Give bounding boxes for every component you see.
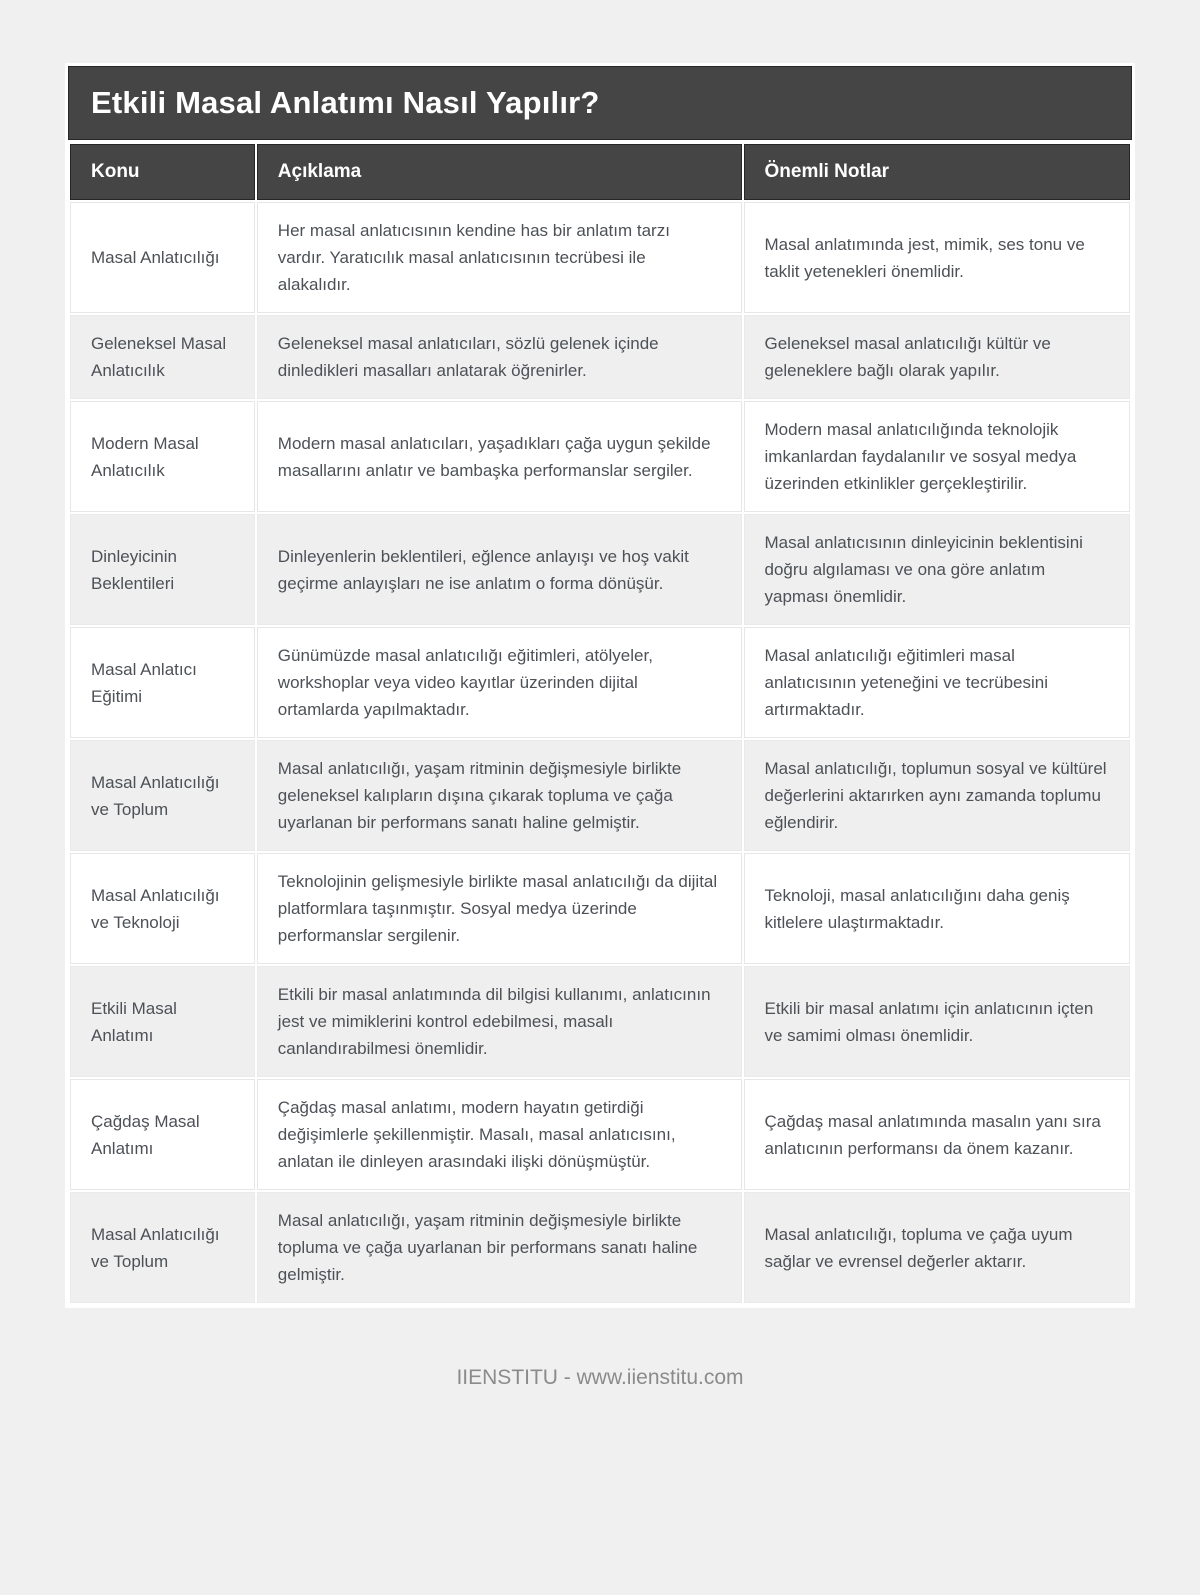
column-header-konu: Konu [70,144,255,200]
cell-notlar: Teknoloji, masal anlatıcılığını daha gen… [743,853,1130,964]
cell-aciklama: Dinleyenlerin beklentileri, eğlence anla… [256,514,742,625]
table-row: Dinleyicinin Beklentileri Dinleyenlerin … [70,514,1130,625]
table-row: Masal Anlatıcılığı ve Toplum Masal anlat… [70,1192,1130,1303]
cell-notlar: Çağdaş masal anlatımında masalın yanı sı… [743,1079,1130,1190]
cell-konu: Masal Anlatıcılığı ve Toplum [70,740,255,851]
cell-notlar: Masal anlatıcılığı, toplumun sosyal ve k… [743,740,1130,851]
table-row: Çağdaş Masal Anlatımı Çağdaş masal anlat… [70,1079,1130,1190]
cell-konu: Etkili Masal Anlatımı [70,966,255,1077]
cell-aciklama: Modern masal anlatıcıları, yaşadıkları ç… [256,401,742,512]
cell-aciklama: Çağdaş masal anlatımı, modern hayatın ge… [256,1079,742,1190]
table-row: Masal Anlatıcılığı ve Toplum Masal anlat… [70,740,1130,851]
cell-notlar: Masal anlatıcısının dinleyicinin beklent… [743,514,1130,625]
cell-konu: Modern Masal Anlatıcılık [70,401,255,512]
cell-notlar: Etkili bir masal anlatımı için anlatıcın… [743,966,1130,1077]
topics-table: Konu Açıklama Önemli Notlar Masal Anlatı… [68,142,1132,1305]
table-header-row: Konu Açıklama Önemli Notlar [70,144,1130,200]
cell-konu: Masal Anlatıcılığı ve Toplum [70,1192,255,1303]
table-row: Masal Anlatıcılığı ve Teknoloji Teknoloj… [70,853,1130,964]
cell-notlar: Masal anlatıcılığı, topluma ve çağa uyum… [743,1192,1130,1303]
table-row: Geleneksel Masal Anlatıcılık Geleneksel … [70,315,1130,399]
cell-aciklama: Masal anlatıcılığı, yaşam ritminin değiş… [256,740,742,851]
table-row: Masal Anlatıcı Eğitimi Günümüzde masal a… [70,627,1130,738]
cell-konu: Geleneksel Masal Anlatıcılık [70,315,255,399]
page-title: Etkili Masal Anlatımı Nasıl Yapılır? [68,66,1132,140]
table-row: Masal Anlatıcılığı Her masal anlatıcısın… [70,202,1130,313]
table-row: Etkili Masal Anlatımı Etkili bir masal a… [70,966,1130,1077]
cell-konu: Masal Anlatıcılığı [70,202,255,313]
cell-konu: Masal Anlatıcılığı ve Teknoloji [70,853,255,964]
cell-notlar: Masal anlatıcılığı eğitimleri masal anla… [743,627,1130,738]
footer-branding: IIENSTITU - www.iienstitu.com [456,1366,744,1389]
cell-aciklama: Masal anlatıcılığı, yaşam ritminin değiş… [256,1192,742,1303]
cell-aciklama: Etkili bir masal anlatımında dil bilgisi… [256,966,742,1077]
cell-konu: Dinleyicinin Beklentileri [70,514,255,625]
cell-konu: Masal Anlatıcı Eğitimi [70,627,255,738]
cell-notlar: Geleneksel masal anlatıcılığı kültür ve … [743,315,1130,399]
cell-aciklama: Günümüzde masal anlatıcılığı eğitimleri,… [256,627,742,738]
column-header-aciklama: Açıklama [256,144,742,200]
table-card: Etkili Masal Anlatımı Nasıl Yapılır? Kon… [65,63,1135,1308]
cell-notlar: Modern masal anlatıcılığında teknolojik … [743,401,1130,512]
cell-aciklama: Geleneksel masal anlatıcıları, sözlü gel… [256,315,742,399]
cell-konu: Çağdaş Masal Anlatımı [70,1079,255,1190]
column-header-onemli-notlar: Önemli Notlar [743,144,1130,200]
cell-aciklama: Her masal anlatıcısının kendine has bir … [256,202,742,313]
cell-notlar: Masal anlatımında jest, mimik, ses tonu … [743,202,1130,313]
table-row: Modern Masal Anlatıcılık Modern masal an… [70,401,1130,512]
cell-aciklama: Teknolojinin gelişmesiyle birlikte masal… [256,853,742,964]
